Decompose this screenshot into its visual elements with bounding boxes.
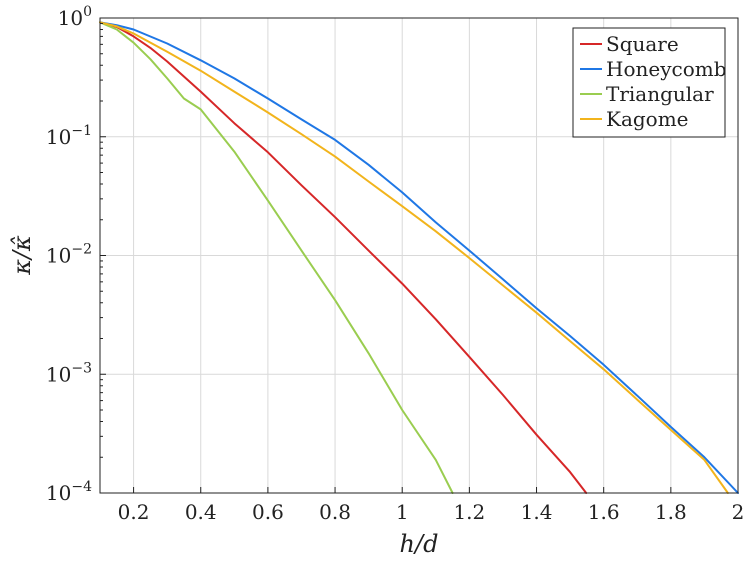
series-line-triangular [99,21,454,494]
ticks: 0.2 0.4 0.6 0.8 1 1.2 1.4 1.6 1.8 2 10−4 10−3 10−2 10… [46,4,744,524]
x-axis-label: h/d [400,530,439,558]
x-tick-label: 1.2 [453,500,485,524]
x-tick-label: 0.2 [118,500,150,524]
legend-label-honeycomb: Honeycomb [606,57,727,81]
legend-label-triangular: Triangular [606,82,714,106]
y-axis-label: κ/κ̂ [8,235,36,276]
x-tick-label: 0.6 [252,500,284,524]
series-line-square [99,21,588,494]
legend-label-square: Square [606,32,679,56]
y-tick-label: 10−4 [46,479,92,505]
legend-label-kagome: Kagome [606,107,689,131]
y-tick-label: 10−2 [46,242,92,268]
x-tick-label: 1.6 [588,500,620,524]
y-tick-label: 10−1 [46,123,92,149]
series-line-honeycomb [99,21,739,494]
series-layer [99,21,739,494]
x-tick-label: 2 [732,500,745,524]
x-tick-label: 1.8 [655,500,687,524]
x-tick-label: 1 [396,500,409,524]
x-tick-label: 1.4 [521,500,553,524]
x-tick-label: 0.4 [185,500,217,524]
series-line-kagome [99,21,729,494]
x-tick-label: 0.8 [319,500,351,524]
y-tick-label: 100 [58,4,92,30]
y-tick-label: 10−3 [46,360,92,386]
